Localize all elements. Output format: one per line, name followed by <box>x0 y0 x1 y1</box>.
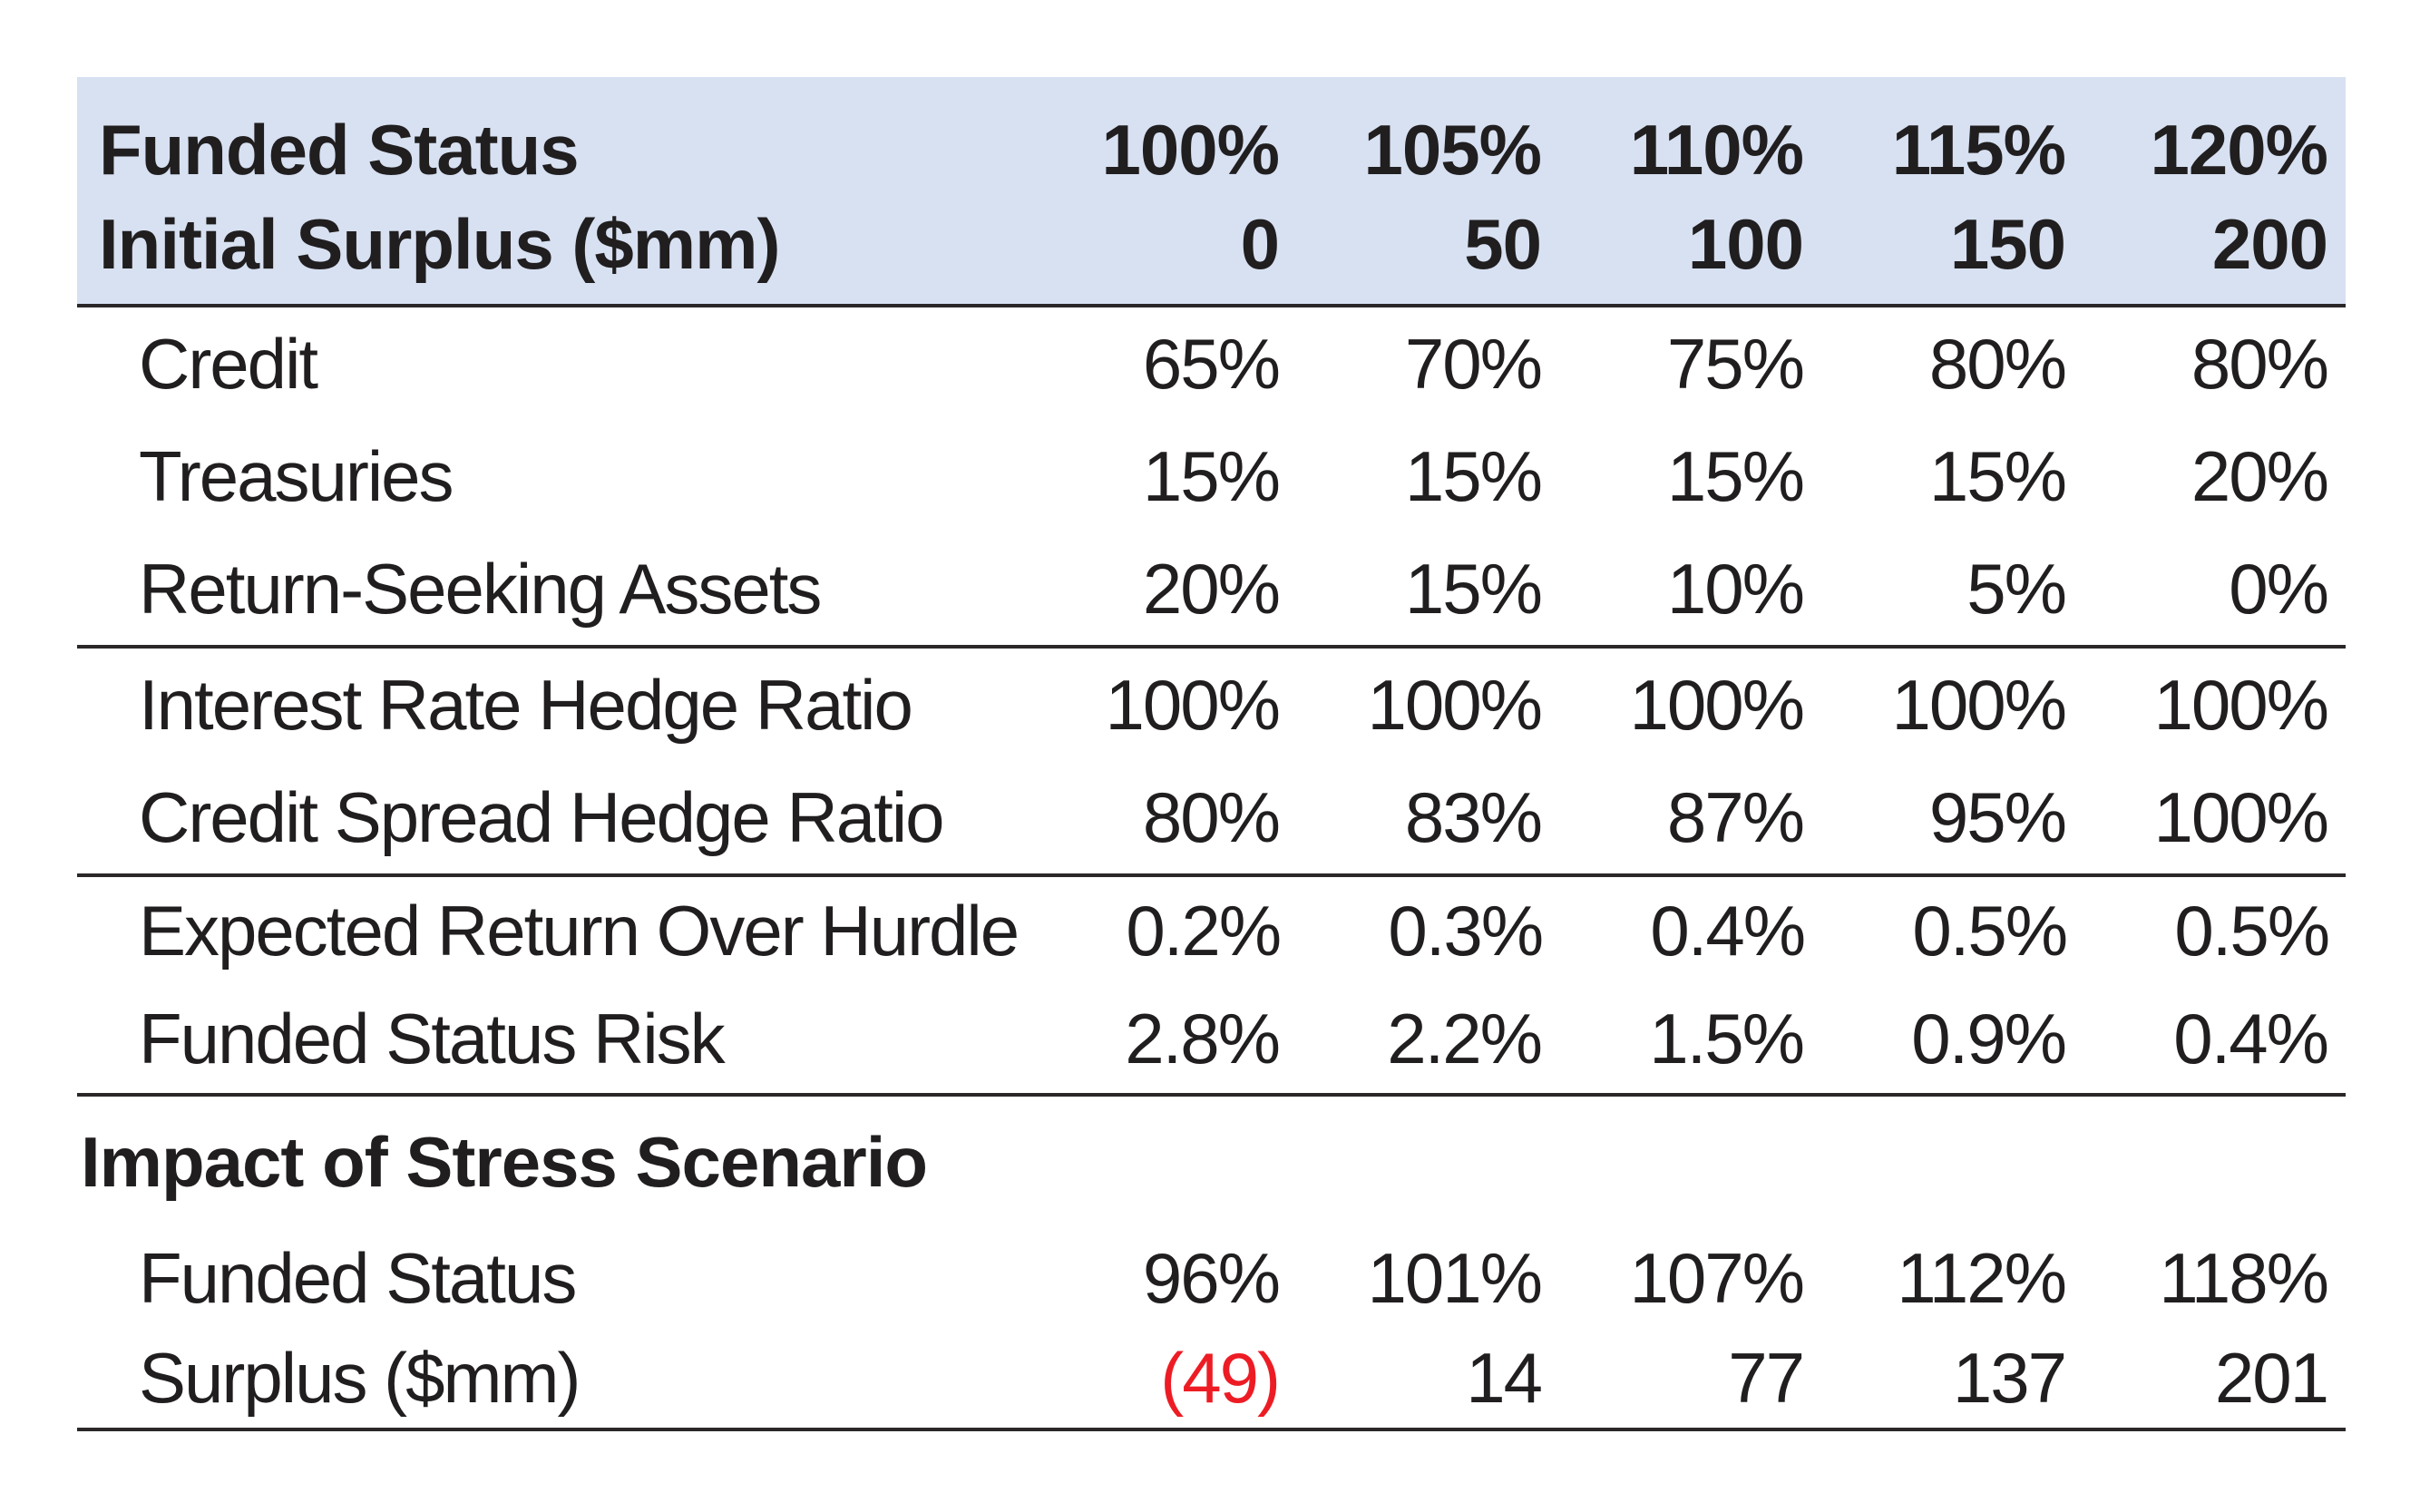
value-cell: 0.5% <box>2174 891 2330 971</box>
funded-status-table: Funded Status 100% 105% 110% 115% 120% Initial… <box>77 77 2346 1431</box>
value-cell: 65% <box>1142 323 1281 404</box>
value-cell: 118% <box>2159 1237 2329 1318</box>
table-row: Return-Seeking Assets 20% 15% 10% 5% 0% <box>77 532 2346 645</box>
value-cell: 112% <box>1897 1237 2067 1318</box>
value-cell: 70% <box>1404 323 1543 404</box>
row-label: Treasuries <box>139 435 454 516</box>
value-cell: 83% <box>1404 776 1543 857</box>
row-label: Interest Rate Hedge Ratio <box>139 664 913 745</box>
value-cell: 0% <box>2229 548 2329 629</box>
row-label: Credit Spread Hedge Ratio <box>139 776 945 857</box>
value-cell: 0.4% <box>1650 891 1806 971</box>
value-cell: 120% <box>2150 109 2329 190</box>
value-cell: 0.9% <box>1911 999 2067 1078</box>
value-cell: 0.2% <box>1126 891 1282 971</box>
value-cell: 100% <box>1105 664 1282 745</box>
value-cell: 100% <box>1101 109 1281 190</box>
value-cell: 20% <box>1142 548 1281 629</box>
value-cell: 100 <box>1687 203 1804 284</box>
table-row-header: Funded Status 100% 105% 110% 115% 120% <box>77 102 2346 197</box>
value-cell: 137 <box>1952 1337 2067 1418</box>
table-row: Credit 65% 70% 75% 80% 80% <box>77 307 2346 420</box>
value-cell: 96% <box>1142 1237 1281 1318</box>
value-cell: 100% <box>2153 664 2330 745</box>
value-cell: 101% <box>1367 1237 1544 1318</box>
table-row: Funded Status Risk 2.8% 2.2% 1.5% 0.9% 0.4% <box>77 985 2346 1093</box>
table-row: Funded Status 96% 101% 107% 112% 118% <box>77 1228 2346 1328</box>
value-cell: 80% <box>1142 776 1281 857</box>
value-cell: 15% <box>1142 435 1281 516</box>
value-cell: 100% <box>1891 664 2068 745</box>
table-row: Surplus ($mm) (49) 14 77 137 201 <box>77 1328 2346 1428</box>
value-cell: 200 <box>2211 203 2328 284</box>
value-cell: 80% <box>1928 323 2067 404</box>
table-section: Credit 65% 70% 75% 80% 80% Treasuries 15% 15% 15%… <box>77 304 2346 645</box>
value-cell: 14 <box>1466 1337 1543 1418</box>
row-label: Expected Return Over Hurdle <box>139 891 1020 971</box>
table-row: Expected Return Over Hurdle 0.2% 0.3% 0.4% 0… <box>77 877 2346 985</box>
table-row-header: Initial Surplus ($mm) 0 50 100 150 200 <box>77 197 2346 291</box>
value-cell: 100% <box>1629 664 1806 745</box>
value-cell: 10% <box>1666 548 1805 629</box>
value-cell: 50 <box>1464 203 1542 284</box>
value-cell: 0.4% <box>2173 999 2329 1078</box>
value-cell: 15% <box>1928 435 2067 516</box>
value-cell: 15% <box>1404 435 1543 516</box>
value-cell: 201 <box>2214 1337 2329 1418</box>
value-cell: 2.8% <box>1125 999 1281 1078</box>
value-cell: (49) <box>1160 1337 1281 1418</box>
value-cell: 100% <box>2153 776 2330 857</box>
table-row: Interest Rate Hedge Ratio 100% 100% 100% 100… <box>77 649 2346 761</box>
value-cell: 107% <box>1629 1237 1806 1318</box>
value-cell: 0.5% <box>1912 891 2068 971</box>
row-label: Funded Status <box>99 109 580 190</box>
value-cell: 15% <box>1404 548 1543 629</box>
row-label: Return-Seeking Assets <box>139 548 822 629</box>
table-body: Credit 65% 70% 75% 80% 80% Treasuries 15% 15% 15%… <box>77 304 2346 1431</box>
value-cell: 15% <box>1666 435 1805 516</box>
value-cell: 0 <box>1240 203 1280 284</box>
section-header: Impact of Stress Scenario <box>77 1093 2346 1228</box>
value-cell: 105% <box>1363 109 1543 190</box>
table-header: Funded Status 100% 105% 110% 115% 120% Initial… <box>77 77 2346 304</box>
value-cell: 77 <box>1728 1337 1805 1418</box>
value-cell: 150 <box>1949 203 2066 284</box>
table-section: Expected Return Over Hurdle 0.2% 0.3% 0.4% 0… <box>77 873 2346 1093</box>
value-cell: 80% <box>2191 323 2329 404</box>
value-cell: 5% <box>1966 548 2067 629</box>
row-label: Surplus ($mm) <box>139 1337 581 1418</box>
value-cell: 1.5% <box>1649 999 1805 1078</box>
table-row: Treasuries 15% 15% 15% 15% 20% <box>77 420 2346 532</box>
table-row: Credit Spread Hedge Ratio 80% 83% 87% 95% 100… <box>77 761 2346 873</box>
value-cell: 115% <box>1891 109 2066 190</box>
value-cell: 87% <box>1666 776 1805 857</box>
row-label: Funded Status Risk <box>139 999 726 1078</box>
value-cell: 95% <box>1928 776 2067 857</box>
table-section: Funded Status 96% 101% 107% 112% 118% Surplus … <box>77 1228 2346 1428</box>
row-label: Funded Status <box>139 1237 577 1318</box>
value-cell: 110% <box>1629 109 1804 190</box>
value-cell: 100% <box>1367 664 1544 745</box>
row-label: Initial Surplus ($mm) <box>99 203 780 284</box>
value-cell: 20% <box>2191 435 2329 516</box>
value-cell: 2.2% <box>1387 999 1543 1078</box>
table-section: Interest Rate Hedge Ratio 100% 100% 100% 100… <box>77 645 2346 873</box>
value-cell: 0.3% <box>1388 891 1544 971</box>
row-label: Credit <box>139 323 318 404</box>
value-cell: 75% <box>1666 323 1805 404</box>
